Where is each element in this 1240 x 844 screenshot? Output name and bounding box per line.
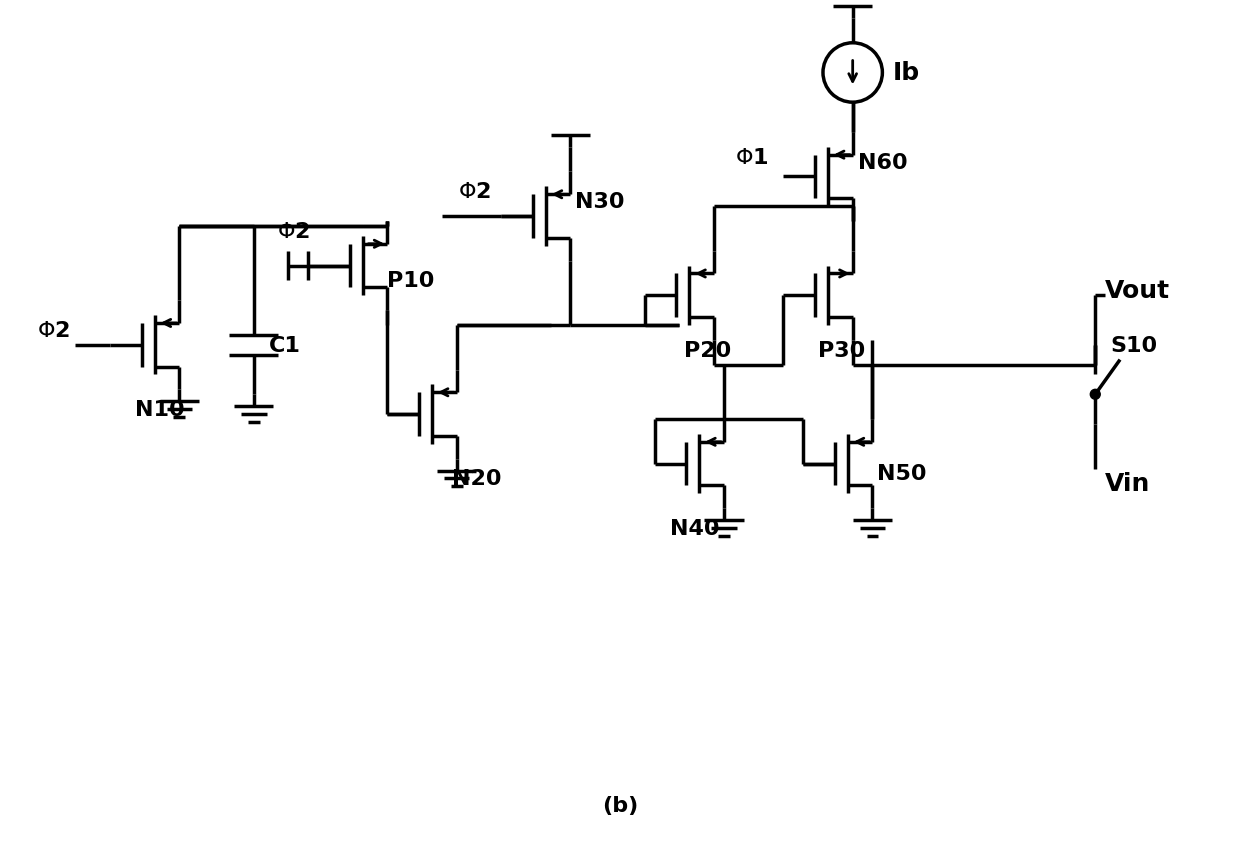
Text: N10: N10 (135, 400, 185, 419)
Text: N30: N30 (575, 192, 625, 212)
Text: P30: P30 (818, 340, 866, 360)
Text: N40: N40 (670, 518, 719, 538)
Text: P10: P10 (387, 271, 435, 291)
Text: P20: P20 (684, 340, 732, 360)
Text: $\Phi$2: $\Phi$2 (459, 182, 491, 202)
Text: Vout: Vout (1105, 279, 1171, 303)
Text: N50: N50 (878, 464, 928, 484)
Text: $\Phi$2: $\Phi$2 (277, 222, 310, 241)
Text: Ib: Ib (893, 62, 919, 85)
Text: S10: S10 (1110, 335, 1157, 355)
Text: N60: N60 (858, 153, 908, 172)
Text: $\Phi$1: $\Phi$1 (735, 148, 769, 167)
Text: Vin: Vin (1105, 472, 1151, 495)
Text: $\Phi$2: $\Phi$2 (37, 321, 71, 340)
Text: C1: C1 (269, 335, 300, 355)
Text: N20: N20 (451, 469, 501, 489)
Circle shape (1090, 390, 1100, 400)
Text: (b): (b) (601, 795, 639, 815)
